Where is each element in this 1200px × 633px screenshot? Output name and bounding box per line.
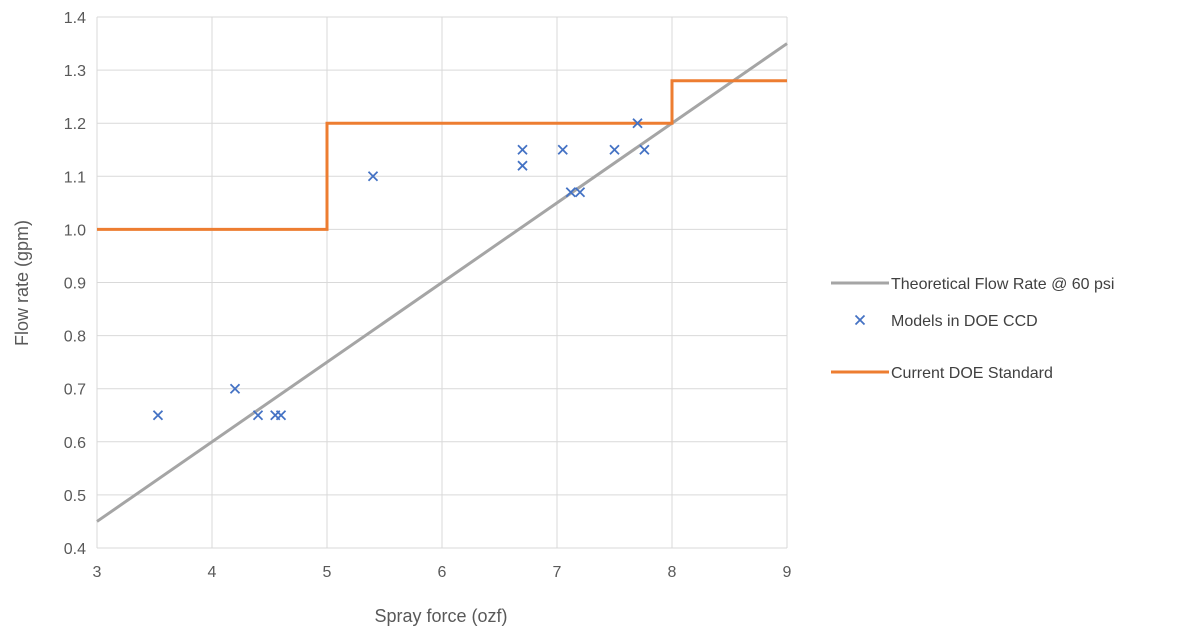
x-tick-label: 5	[323, 564, 332, 581]
y-tick-label: 1.2	[64, 116, 86, 133]
y-tick-label: 1.4	[64, 10, 86, 27]
y-tick-label: 0.5	[64, 488, 86, 505]
x-tick-label: 4	[208, 564, 217, 581]
data-point-marker	[632, 118, 643, 129]
data-point-marker	[517, 144, 528, 155]
tick-labels: 3 4 5 6 7 8 9 0.4 0.5 0.6 0.7 0.8 0.9 1.0 1.1 1.2 1.3 1.4	[64, 10, 792, 581]
legend-label: Current DOE Standard	[891, 365, 1053, 382]
y-tick-label: 1.0	[64, 222, 86, 239]
x-axis-title: Spray force (ozf)	[374, 606, 507, 626]
y-axis-title: Flow rate (gpm)	[12, 220, 32, 346]
data-point-marker	[609, 144, 620, 155]
y-tick-label: 1.3	[64, 63, 86, 80]
x-tick-label: 3	[93, 564, 102, 581]
legend-label: Models in DOE CCD	[891, 313, 1038, 330]
legend: Theoretical Flow Rate @ 60 psi Models in …	[831, 276, 1114, 382]
legend-item-theoretical: Theoretical Flow Rate @ 60 psi	[831, 276, 1114, 293]
legend-swatch	[854, 314, 866, 326]
x-tick-label: 8	[668, 564, 677, 581]
y-tick-label: 0.8	[64, 329, 86, 346]
x-tick-label: 9	[783, 564, 792, 581]
data-point-marker	[557, 144, 568, 155]
data-point-marker	[565, 187, 576, 198]
y-tick-label: 0.4	[64, 541, 86, 558]
y-tick-label: 0.6	[64, 435, 86, 452]
y-tick-label: 0.9	[64, 276, 86, 293]
data-point-marker	[275, 410, 287, 421]
data-point-marker	[152, 410, 164, 421]
x-tick-label: 6	[438, 564, 447, 581]
current-doe-standard-line	[97, 79, 787, 231]
data-point-marker	[639, 144, 650, 155]
legend-label: Theoretical Flow Rate @ 60 psi	[891, 276, 1114, 293]
data-point-marker	[229, 383, 241, 394]
legend-item-doe-standard: Current DOE Standard	[831, 365, 1053, 382]
y-tick-label: 0.7	[64, 382, 86, 399]
data-point-marker	[574, 187, 586, 198]
y-tick-label: 1.1	[64, 169, 86, 186]
data-point-marker	[252, 410, 264, 421]
x-tick-label: 7	[553, 564, 562, 581]
data-point-marker	[517, 160, 528, 171]
legend-item-models: Models in DOE CCD	[854, 313, 1038, 330]
data-point-marker	[367, 171, 379, 182]
plot-area	[96, 42, 788, 523]
